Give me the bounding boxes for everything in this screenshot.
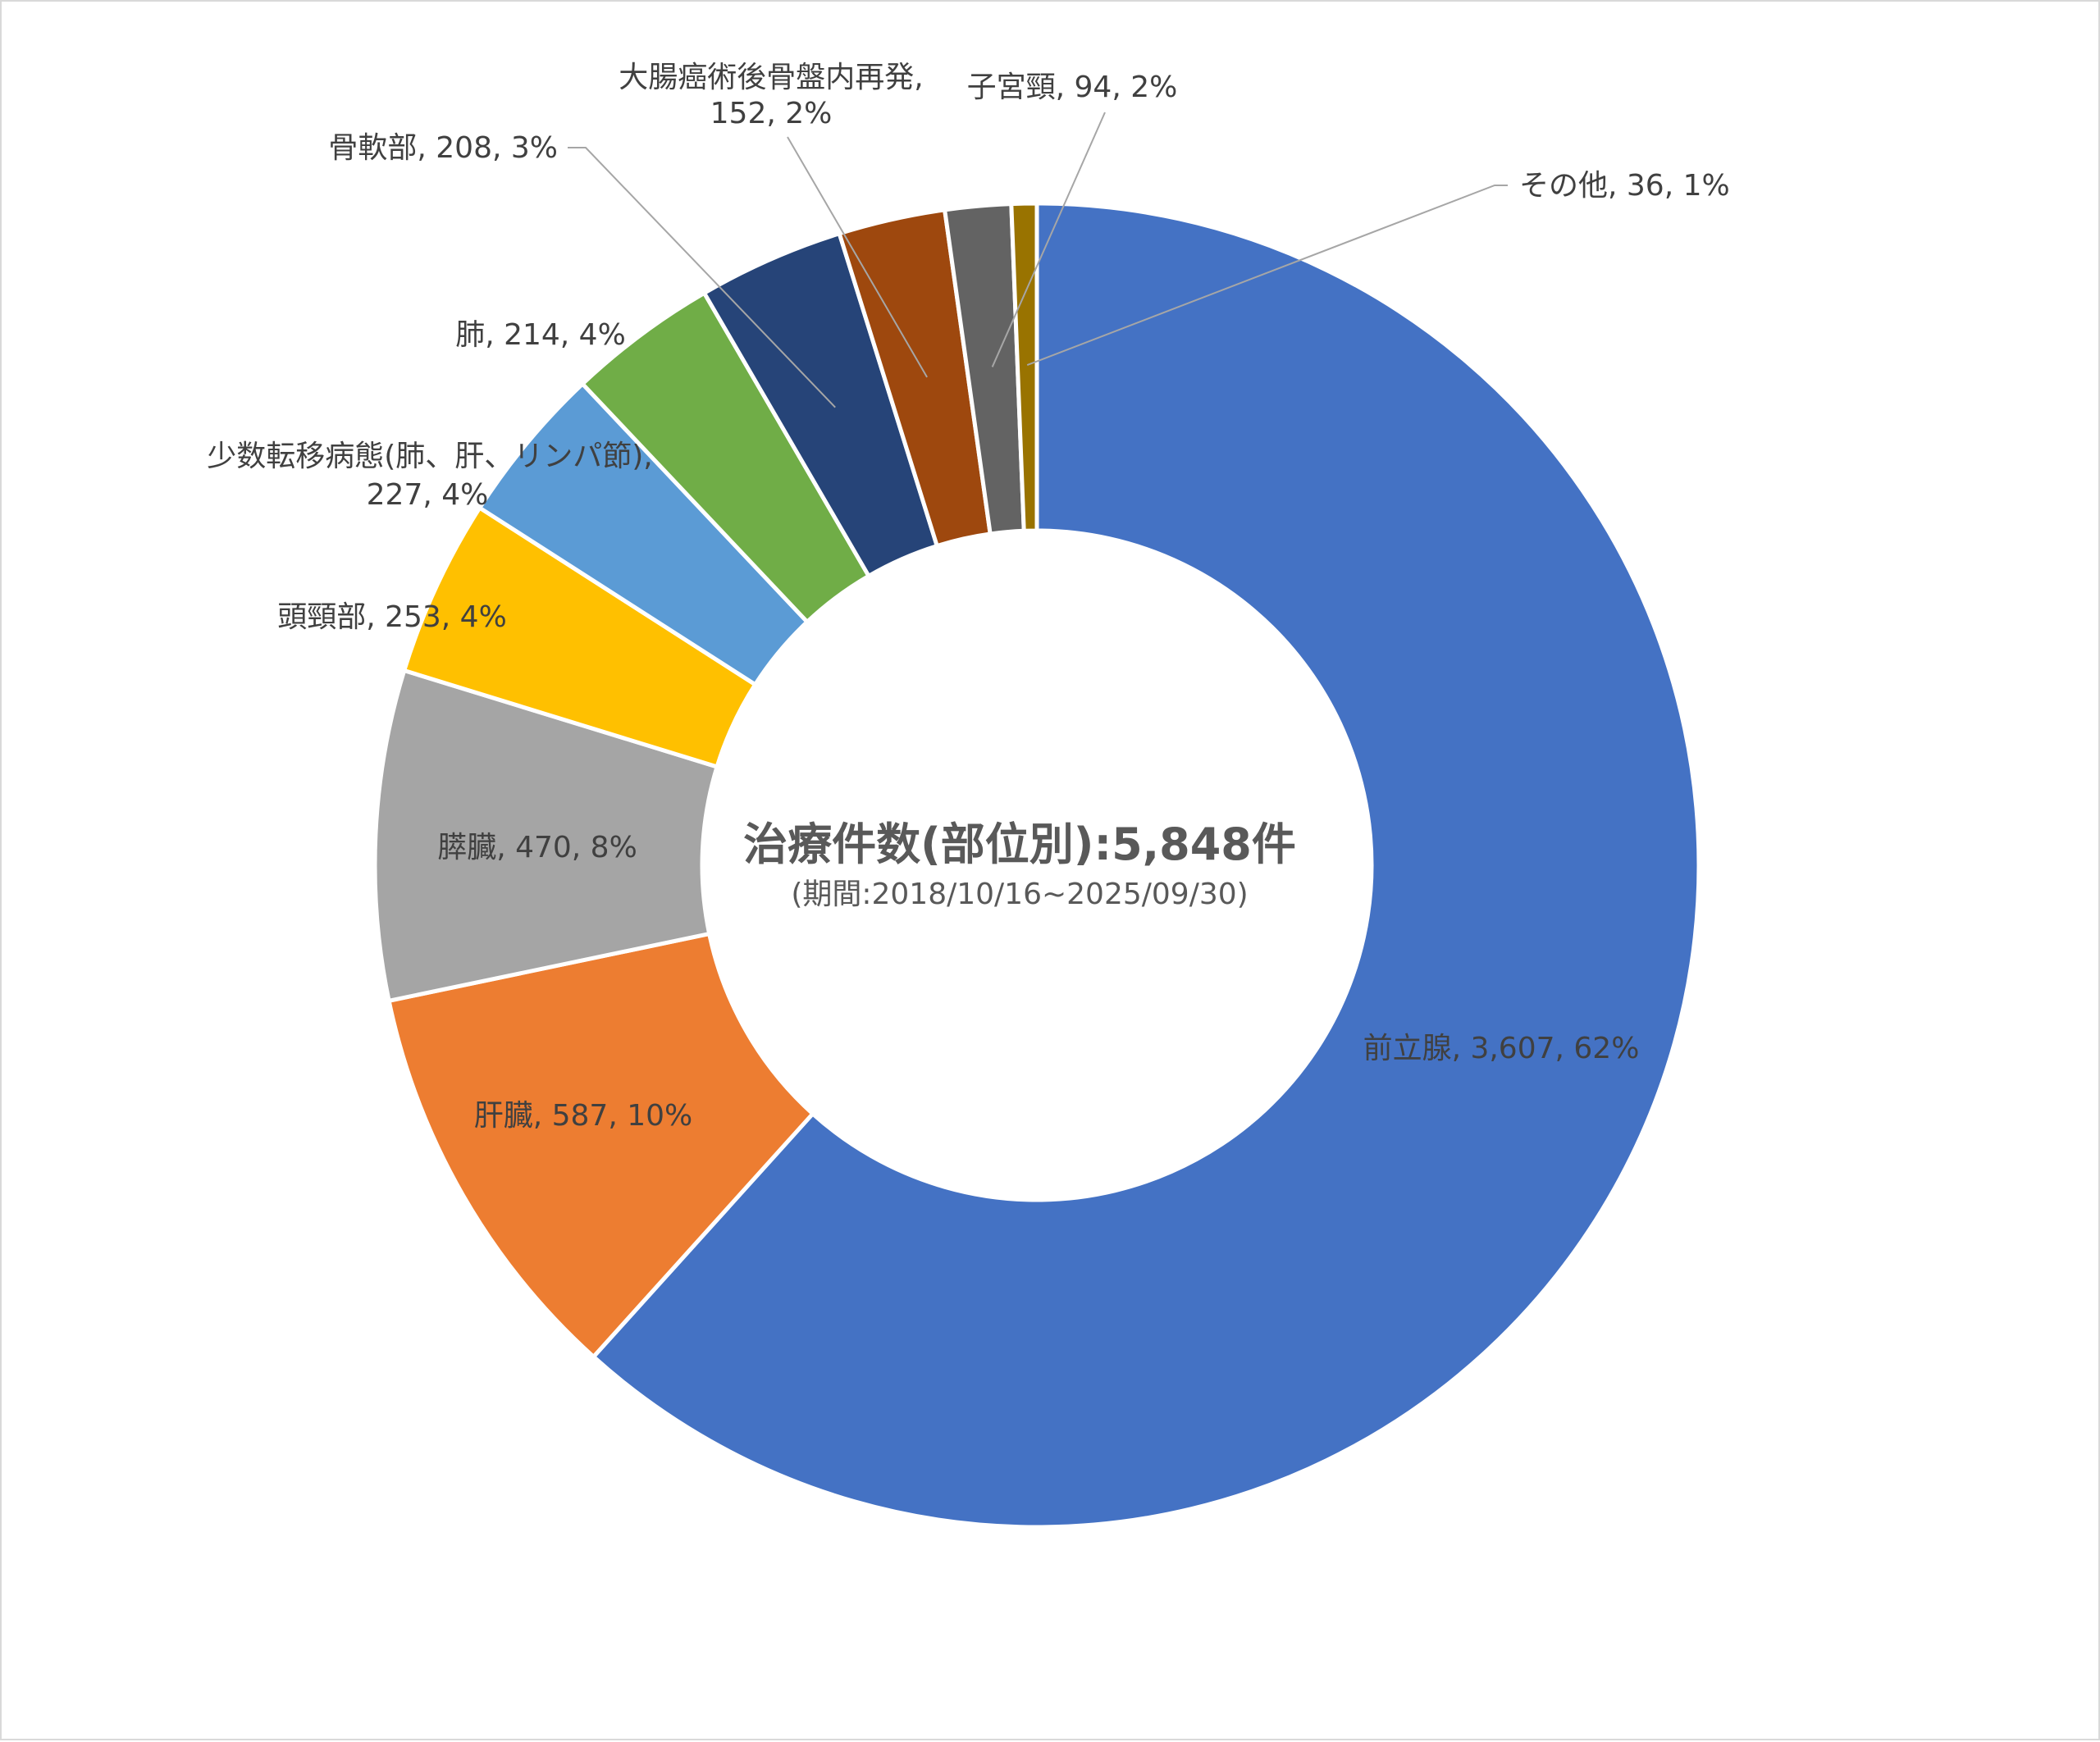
data-label-colorectal-line1: 大腸癌術後骨盤内再発, [619,61,923,94]
slice-pancreas [372,668,720,1004]
slice-liver [386,931,816,1360]
data-label-cervix: 子宮頸, 94, 2% [967,71,1178,104]
data-label-colorectal-line2: 152, 2% [710,97,833,130]
leader-line-bone-soft-tissue [568,147,836,408]
slice-prostate [591,201,1701,1530]
data-label-liver: 肝臓, 587, 10% [474,1099,693,1133]
data-label-oligometastasis-line2: 227, 4% [367,478,489,512]
chart-subtitle: (期間:2018/10/16~2025/09/30) [791,878,1248,911]
data-label-prostate: 前立腺, 3,607, 62% [1363,1032,1640,1065]
leader-line-other [1026,185,1508,367]
chart-title: 治療件数(部位別):5,848件 [743,819,1296,870]
slice-other [1009,201,1039,533]
data-label-bone-soft-tissue: 骨軟部, 208, 3% [328,131,558,165]
data-label-lung: 肺, 214, 4% [455,318,626,352]
data-label-oligometastasis-line1: 少数転移病態(肺、肝、リンパ節), [207,440,653,473]
data-label-pancreas: 膵臓, 470, 8% [437,831,637,864]
data-label-other: その他, 36, 1% [1519,169,1730,203]
data-label-head-neck: 頭頸部, 253, 4% [277,600,507,634]
leader-line-cervix [991,112,1106,367]
leader-line-colorectal [787,136,928,378]
